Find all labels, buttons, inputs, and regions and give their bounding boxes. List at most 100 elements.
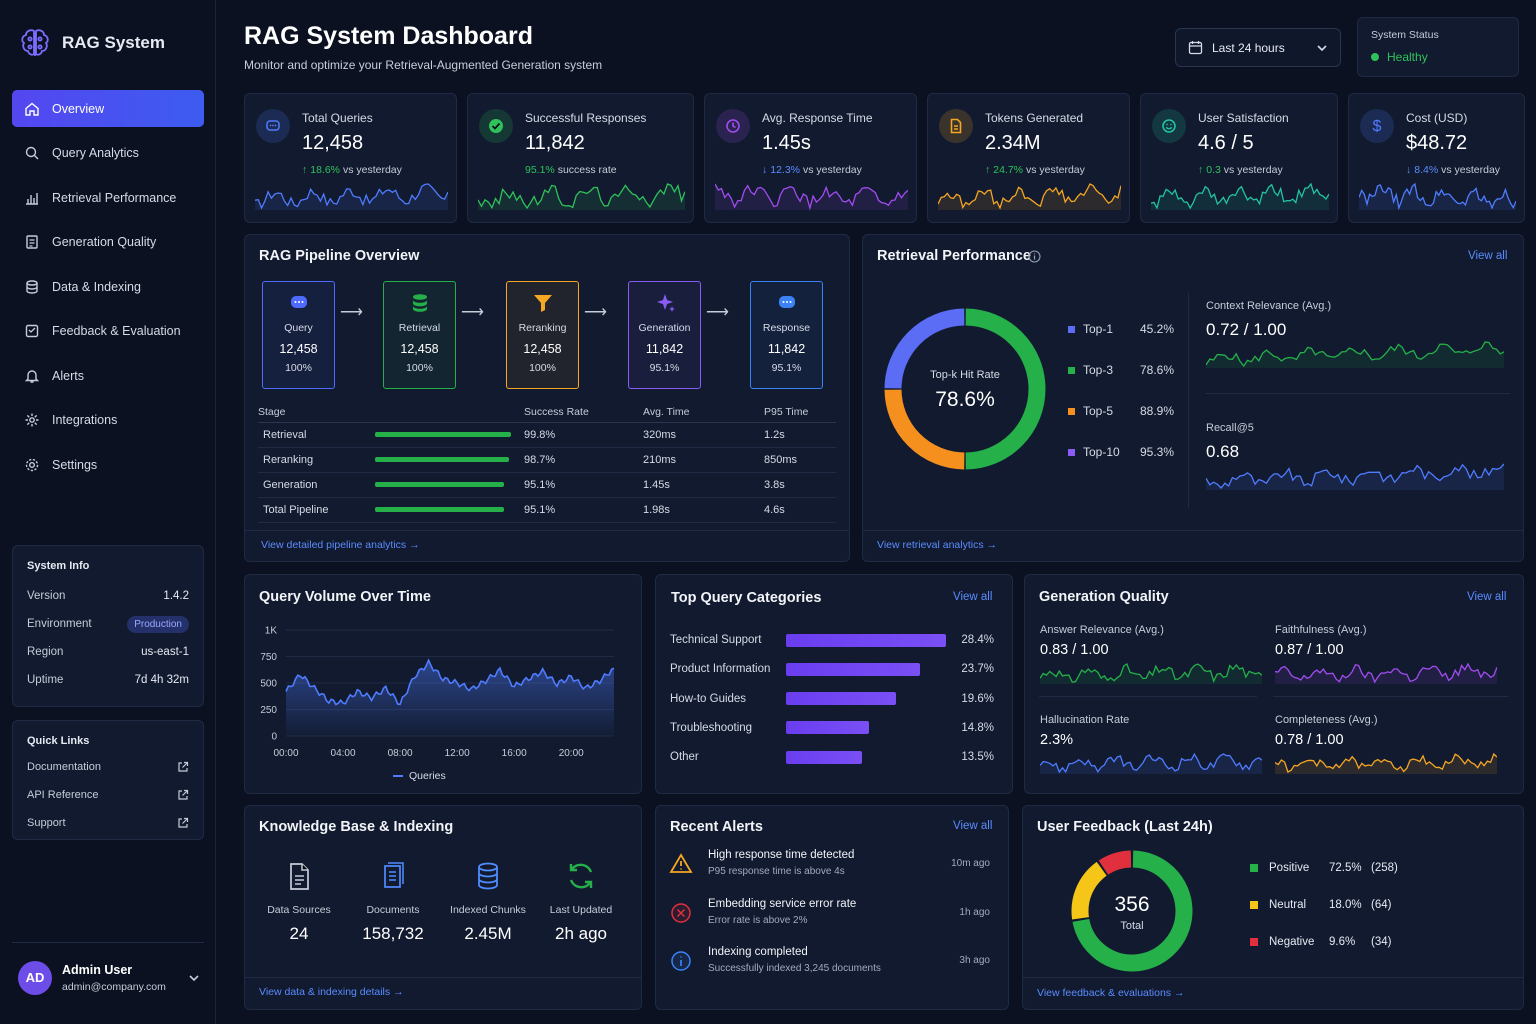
external-link-icon — [178, 761, 189, 772]
category-bar — [786, 633, 946, 647]
kpi-change: ↑ 24.7% vs yesterday — [985, 164, 1085, 176]
kpi-change: ↓ 8.4% vs yesterday — [1406, 164, 1500, 176]
legend-item-top-5: Top-5 88.9% — [1068, 404, 1174, 418]
donut-segment — [965, 308, 1046, 470]
nav-item-retrieval-performance[interactable]: Retrieval Performance — [12, 179, 204, 216]
donut-label: Top-k Hit Rate — [930, 369, 1000, 381]
quick-link[interactable]: Support — [13, 809, 203, 837]
nav-item-generation-quality[interactable]: Generation Quality — [12, 224, 204, 261]
nav-item-settings[interactable]: Settings — [12, 446, 204, 483]
pipeline-stage-query[interactable]: Query 12,458 100% — [262, 281, 335, 389]
kpi-change: ↑ 18.6% vs yesterday — [302, 164, 402, 176]
y-tick-label: 250 — [260, 705, 277, 716]
p95-time: 1.2s — [764, 422, 836, 448]
indexing-details-link[interactable]: View data & indexing details → — [259, 986, 404, 998]
nav-item-query-analytics[interactable]: Query Analytics — [12, 135, 204, 172]
system-info-title: System Info — [27, 560, 90, 572]
sparkline — [1040, 752, 1262, 774]
x-tick-label: 20:00 — [559, 748, 584, 759]
quick-link[interactable]: API Reference — [13, 781, 203, 809]
success-rate: 99.8% — [524, 422, 643, 448]
category-row: How-to Guides 19.6% — [670, 691, 994, 707]
date-range-value: Last 24 hours — [1212, 40, 1285, 55]
feedback-percent: 18.0% — [1329, 899, 1362, 911]
feedback-count: (34) — [1371, 936, 1392, 948]
alerts-view-all[interactable]: View all — [953, 820, 993, 832]
legend-swatch — [1250, 938, 1258, 946]
system-info-value: us-east-1 — [141, 646, 189, 658]
kpi-change-value: 12.3% — [770, 164, 801, 176]
system-info-key: Region — [27, 646, 64, 658]
pipeline-analytics-link[interactable]: View detailed pipeline analytics → — [261, 539, 420, 551]
sparkline — [1206, 341, 1504, 368]
info-icon[interactable] — [1028, 250, 1041, 263]
alert-item[interactable]: Embedding service error rate Error rate i… — [668, 898, 994, 938]
feedback-total: 356 — [1114, 893, 1150, 916]
p95-time: 850ms — [764, 447, 836, 473]
kb-stat-label: Documents — [366, 904, 420, 916]
pipeline-stage-response[interactable]: Response 11,842 95.1% — [750, 281, 823, 389]
chart-legend: Queries — [393, 770, 446, 782]
system-info-value: Production — [127, 615, 189, 633]
success-rate-bar — [375, 457, 510, 462]
legend-value: 45.2% — [1139, 322, 1174, 336]
feedback-link[interactable]: View feedback & evaluations → — [1037, 987, 1185, 999]
pipeline-stage-generation[interactable]: Generation 11,842 95.1% — [628, 281, 701, 389]
doc-icon — [939, 109, 973, 143]
stage-name: Reranking — [258, 447, 376, 473]
quick-link[interactable]: Documentation — [13, 753, 203, 781]
quality-metric-label: Answer Relevance (Avg.) — [1040, 624, 1164, 636]
nav-item-integrations[interactable]: Integrations — [12, 402, 204, 439]
success-rate: 98.7% — [524, 447, 643, 473]
nav-item-alerts[interactable]: Alerts — [12, 357, 204, 394]
retrieval-panel — [862, 234, 1524, 562]
recall-value: 0.68 — [1206, 442, 1240, 461]
arrow-right-icon: ⟶ — [584, 304, 607, 321]
date-range-select[interactable]: Last 24 hours — [1175, 28, 1341, 67]
user-menu[interactable]: AD Admin User admin@company.com — [12, 942, 204, 1012]
page-title: RAG System Dashboard — [244, 22, 533, 50]
alert-description: Error rate is above 2% — [708, 914, 808, 926]
legend-label: Top-1 — [1083, 322, 1114, 336]
nav-item-overview[interactable]: Overview — [12, 90, 204, 127]
retrieval-view-all[interactable]: View all — [1468, 250, 1508, 262]
alert-item[interactable]: High response time detected P95 response … — [668, 849, 994, 889]
gear-icon — [25, 458, 39, 471]
pipeline-stage-reranking[interactable]: Reranking 12,458 100% — [506, 281, 579, 389]
feedback-segment-negative — [1098, 850, 1132, 875]
nav-item-label: Feedback & Evaluation — [52, 324, 181, 338]
feedback-panel — [1022, 805, 1524, 1010]
x-tick-label: 12:00 — [445, 748, 470, 759]
nav-item-data-indexing[interactable]: Data & Indexing — [12, 268, 204, 305]
legend-swatch — [1068, 448, 1075, 456]
documents-icon — [348, 860, 438, 894]
stage-name: Total Pipeline — [258, 497, 376, 523]
alert-time: 10m ago — [951, 858, 990, 869]
alert-title: Indexing completed — [708, 946, 808, 958]
feedback-count: (64) — [1371, 899, 1392, 911]
nav-item-feedback-evaluation[interactable]: Feedback & Evaluation — [12, 313, 204, 350]
brand[interactable]: RAG System — [18, 26, 165, 60]
kpi-change-suffix: vs yesterday — [800, 164, 862, 176]
chevron-down-icon[interactable] — [188, 972, 200, 984]
user-name: Admin User — [62, 962, 133, 977]
alert-item[interactable]: Indexing completed Successfully indexed 3… — [668, 946, 994, 986]
generation-quality-view-all[interactable]: View all — [1467, 591, 1507, 603]
pipeline-stage-retrieval[interactable]: Retrieval 12,458 100% — [383, 281, 456, 389]
arrow-right-icon: ⟶ — [461, 304, 484, 321]
kb-stat-indexed-chunks: Indexed Chunks 2.45M — [443, 860, 533, 944]
nav-item-label: Query Analytics — [52, 146, 139, 160]
categories-view-all[interactable]: View all — [953, 591, 993, 603]
sidebar: RAG System Overview Query Analytics Retrie… — [0, 0, 216, 1024]
stage-percent: 100% — [285, 362, 312, 374]
feedback-label: Neutral — [1269, 899, 1307, 911]
smile-icon — [1152, 109, 1186, 143]
sparkline — [1151, 182, 1329, 210]
recall-label: Recall@5 — [1206, 422, 1254, 434]
kpi-sparkline — [1359, 182, 1516, 211]
feedback-count: (258) — [1371, 862, 1398, 874]
alert-title: Embedding service error rate — [708, 897, 857, 910]
retrieval-analytics-link[interactable]: View retrieval analytics → — [877, 539, 998, 551]
nav-item-label: Overview — [52, 101, 105, 116]
stage-label: Generation — [638, 322, 691, 334]
